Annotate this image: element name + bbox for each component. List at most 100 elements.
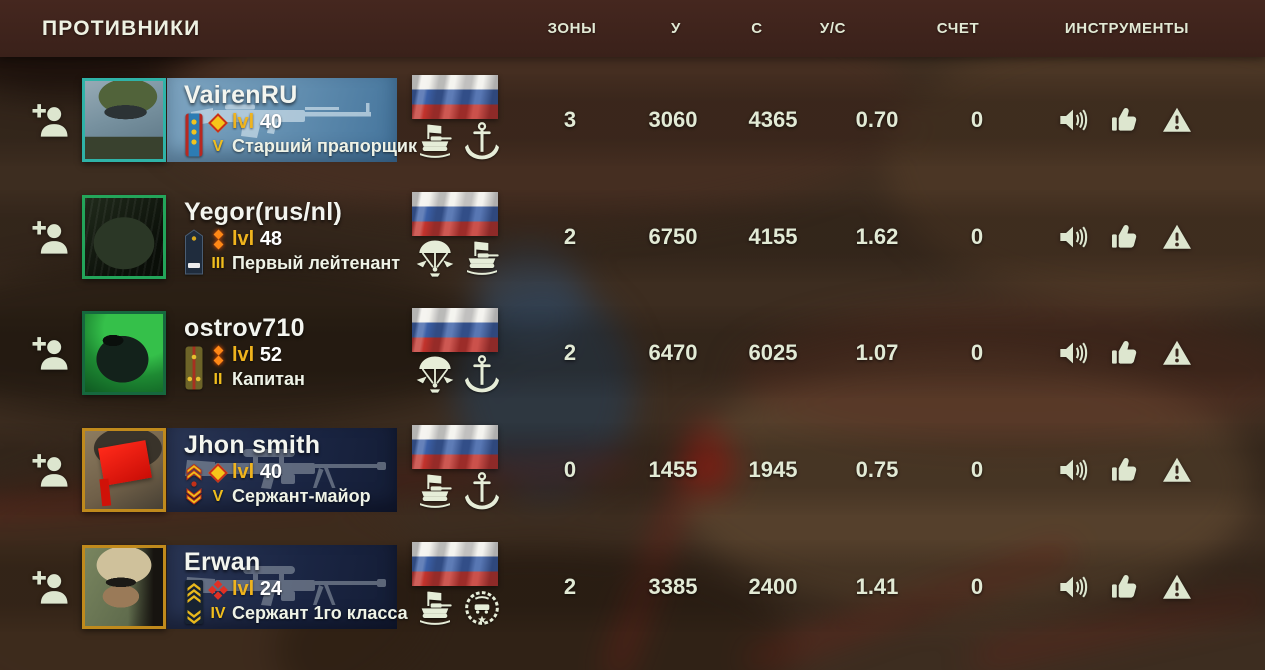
player-name: Erwan [184,548,261,576]
player-info: Jhon smith lvl 40 V Сержант-майор [184,432,409,508]
lvl-label: lvl [232,344,255,366]
add-friend-button[interactable] [30,100,70,140]
player-banner [167,78,397,162]
voice-icon[interactable] [1057,104,1089,136]
lvl-label: lvl [232,461,255,483]
level-value: 40 [259,461,283,483]
player-info: ostrov710 lvl 52 II Капитан [184,315,409,391]
player-banner [167,545,397,629]
voice-icon[interactable] [1057,454,1089,486]
tank-emblem-icon [414,121,456,161]
anchor-emblem-icon [461,471,503,511]
lvl-label: lvl [232,111,255,133]
player-name: VairenRU [184,81,298,109]
column-header-kd: У/С [819,20,847,37]
chevron-insignia-icon [184,462,204,508]
stat-kd: 1.41 [855,574,899,599]
nationality [412,425,504,511]
report-icon[interactable] [1161,337,1193,369]
rank-block: lvl 40 V Сержант-майор [184,461,409,508]
add-friend-button[interactable] [30,567,70,607]
parachute-emblem-icon [414,238,456,278]
player-name: Yegor(rus/nl) [184,198,343,226]
lvl-label: lvl [232,228,255,250]
rank-title: Сержант-майор [232,486,371,506]
russia-flag [412,192,498,236]
stat-score: 0 [970,107,984,132]
like-icon[interactable] [1108,337,1140,369]
rank-numeral: V [212,137,224,155]
voice-icon[interactable] [1057,221,1089,253]
report-icon[interactable] [1161,571,1193,603]
russia-flag [412,542,498,586]
stat-score: 0 [970,574,984,599]
like-icon[interactable] [1108,454,1140,486]
player-row: VairenRU lvl 40 V Старший прапорщик 3 30… [0,75,1265,162]
stat-deaths: 2400 [748,574,798,599]
stat-zones: 2 [563,224,577,249]
avatar[interactable] [82,195,166,279]
rank-numeral: II [213,370,223,388]
stat-score: 0 [970,340,984,365]
nationality [412,75,504,161]
level-value: 52 [259,344,283,366]
rank-block: lvl 52 II Капитан [184,344,409,391]
like-icon[interactable] [1108,104,1140,136]
avatar[interactable] [82,311,166,395]
player-name: ostrov710 [184,314,305,342]
rank-title: Первый лейтенант [232,253,401,273]
stat-deaths: 4365 [748,107,798,132]
player-row: ostrov710 lvl 52 II Капитан 2 6470 6025 … [0,308,1265,395]
column-header-tools: ИНСТРУМЕНТЫ [1064,20,1190,37]
rank-block: lvl 40 V Старший прапорщик [184,111,417,158]
avatar[interactable] [82,78,166,162]
rank-spark-cluster-icon [208,579,228,600]
column-header-score: СЧЕТ [936,20,980,37]
tank-emblem-icon [461,238,503,278]
report-icon[interactable] [1161,221,1193,253]
column-header-deaths: С [751,20,763,37]
add-friend-button[interactable] [30,217,70,257]
rank-title: Капитан [232,369,305,389]
voice-icon[interactable] [1057,571,1089,603]
player-row: Jhon smith lvl 40 V Сержант-майор 0 1455… [0,425,1265,512]
add-friend-button[interactable] [30,333,70,373]
stat-kills: 6470 [648,340,698,365]
stat-zones: 0 [563,457,577,482]
rank-diamond-icon [208,462,228,483]
stat-score: 0 [970,224,984,249]
tank-emblem-icon [414,588,456,628]
stat-kills: 3060 [648,107,698,132]
epaulette-icon [184,112,204,158]
voice-icon[interactable] [1057,337,1089,369]
epaulette-icon [184,345,204,391]
avatar[interactable] [82,545,166,629]
report-icon[interactable] [1161,454,1193,486]
player-info: Yegor(rus/nl) lvl 48 III Первый лейтенан… [184,199,409,275]
nationality [412,542,504,628]
player-info: VairenRU lvl 40 V Старший прапорщик [184,81,417,158]
column-header-kills: У [671,20,681,37]
anchor-emblem-icon [461,121,503,161]
stat-kd: 0.75 [855,457,899,482]
rank-spark-icon [209,345,227,366]
report-icon[interactable] [1161,104,1193,136]
nationality [412,192,504,278]
player-row: Erwan lvl 24 IV Сержант 1го класса 2 338… [0,542,1265,629]
stat-deaths: 1945 [748,457,798,482]
stat-kd: 1.07 [855,340,899,365]
stat-kd: 1.62 [855,224,899,249]
column-header-zones: ЗОНЫ [547,20,597,37]
player-row: Yegor(rus/nl) lvl 48 III Первый лейтенан… [0,192,1265,279]
nationality [412,308,504,394]
like-icon[interactable] [1108,221,1140,253]
page-title: ПРОТИВНИКИ [42,17,201,40]
wreath-emblem-icon [461,588,503,628]
level-value: 24 [259,578,283,600]
epaulette-icon [184,229,204,275]
avatar[interactable] [82,428,166,512]
player-info: Erwan lvl 24 IV Сержант 1го класса [184,549,409,625]
add-friend-button[interactable] [30,450,70,490]
like-icon[interactable] [1108,571,1140,603]
